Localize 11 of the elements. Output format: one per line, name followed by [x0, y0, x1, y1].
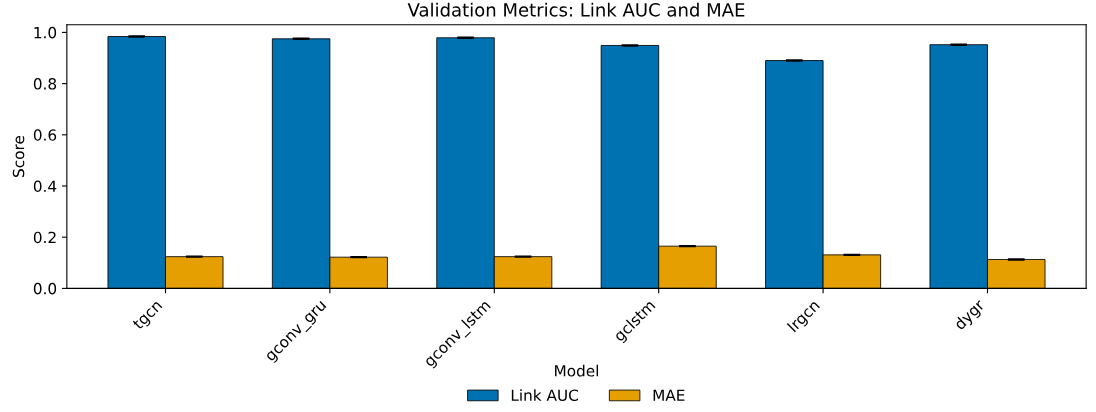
legend-label: Link AUC [511, 389, 578, 401]
chart-title: Validation Metrics: Link AUC and MAE [407, 2, 745, 17]
legend-label: MAE [653, 389, 685, 401]
y-tick-label: 0.8 [33, 78, 57, 90]
y-tick-label: 0.2 [33, 231, 56, 244]
y-tick-label: 0.6 [33, 129, 57, 141]
y-tick-label: 0.0 [33, 282, 57, 295]
y-axis-title: Score [12, 135, 25, 177]
y-tick-label: 1.0 [34, 26, 57, 39]
y-tick-label: 0.4 [33, 180, 57, 193]
x-axis-title: Model [555, 364, 598, 377]
